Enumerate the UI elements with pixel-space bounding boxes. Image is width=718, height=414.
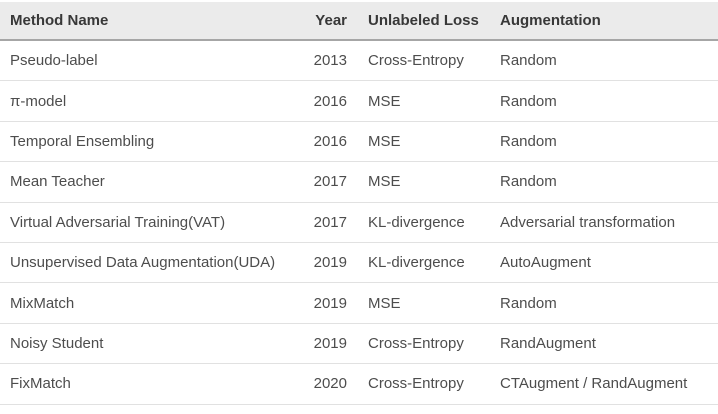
table-cell: Pseudo-label xyxy=(0,40,305,82)
table-cell: MSE xyxy=(357,121,489,163)
header-row: Method Name Year Unlabeled Loss Augmenta… xyxy=(0,2,718,41)
table-cell: Noisy Student xyxy=(0,323,305,365)
table-cell: MSE xyxy=(357,80,489,122)
col-header-method-name: Method Name xyxy=(0,2,305,41)
table-row: Noisy Student 2019 Cross-Entropy RandAugmen… xyxy=(0,323,718,365)
table-cell: 2017 xyxy=(305,202,357,243)
col-header-unlabeled-loss: Unlabeled Loss xyxy=(357,2,489,41)
table-cell: Random xyxy=(489,121,718,163)
table-cell: AutoAugment xyxy=(489,242,718,284)
table-cell: Adversarial transformation xyxy=(489,202,718,243)
table-cell: KL-divergence xyxy=(357,202,489,243)
col-header-year: Year xyxy=(305,2,357,41)
table-row: Pseudo-label 2013 Cross-Entropy Random xyxy=(0,40,718,82)
table-cell: MixMatch xyxy=(0,282,305,324)
table-cell: Cross-Entropy xyxy=(357,363,489,405)
table-cell: Virtual Adversarial Training(VAT) xyxy=(0,202,305,243)
table-cell: CTAugment / RandAugment xyxy=(489,363,718,405)
table-cell: 2016 xyxy=(305,121,357,163)
table-header: Method Name Year Unlabeled Loss Augmenta… xyxy=(0,2,718,41)
table-cell: 2019 xyxy=(305,242,357,284)
table-cell: RandAugment xyxy=(489,323,718,365)
table-cell: Random xyxy=(489,161,718,203)
table-cell: 2019 xyxy=(305,282,357,324)
table-row: Mean Teacher 2017 MSE Random xyxy=(0,161,718,203)
table-row: Unsupervised Data Augmentation(UDA) 2019 K… xyxy=(0,242,718,284)
table-row: FixMatch 2020 Cross-Entropy CTAugment / Ran… xyxy=(0,363,718,405)
col-header-augmentation: Augmentation xyxy=(489,2,718,41)
methods-table: Method Name Year Unlabeled Loss Augmenta… xyxy=(0,2,718,405)
table-body: Pseudo-label 2013 Cross-Entropy Random π-mod… xyxy=(0,40,718,405)
table-cell: Random xyxy=(489,80,718,122)
table-cell: Random xyxy=(489,40,718,82)
table-cell: Unsupervised Data Augmentation(UDA) xyxy=(0,242,305,284)
table-cell: MSE xyxy=(357,282,489,324)
table-cell: 2020 xyxy=(305,363,357,405)
table-cell: MSE xyxy=(357,161,489,203)
table-cell: Mean Teacher xyxy=(0,161,305,203)
table-row: π-model 2016 MSE Random xyxy=(0,80,718,122)
table-cell: Temporal Ensembling xyxy=(0,121,305,163)
table-cell: Cross-Entropy xyxy=(357,40,489,82)
table-row: MixMatch 2019 MSE Random xyxy=(0,282,718,324)
table-cell: FixMatch xyxy=(0,363,305,405)
table-row: Virtual Adversarial Training(VAT) 2017 KL-… xyxy=(0,202,718,243)
table-cell: 2016 xyxy=(305,80,357,122)
table-cell: Cross-Entropy xyxy=(357,323,489,365)
table-cell: π-model xyxy=(0,80,305,122)
table-cell: 2019 xyxy=(305,323,357,365)
table-cell: 2013 xyxy=(305,40,357,82)
table-cell: 2017 xyxy=(305,161,357,203)
table-cell: Random xyxy=(489,282,718,324)
table-row: Temporal Ensembling 2016 MSE Random xyxy=(0,121,718,163)
table-cell: KL-divergence xyxy=(357,242,489,284)
